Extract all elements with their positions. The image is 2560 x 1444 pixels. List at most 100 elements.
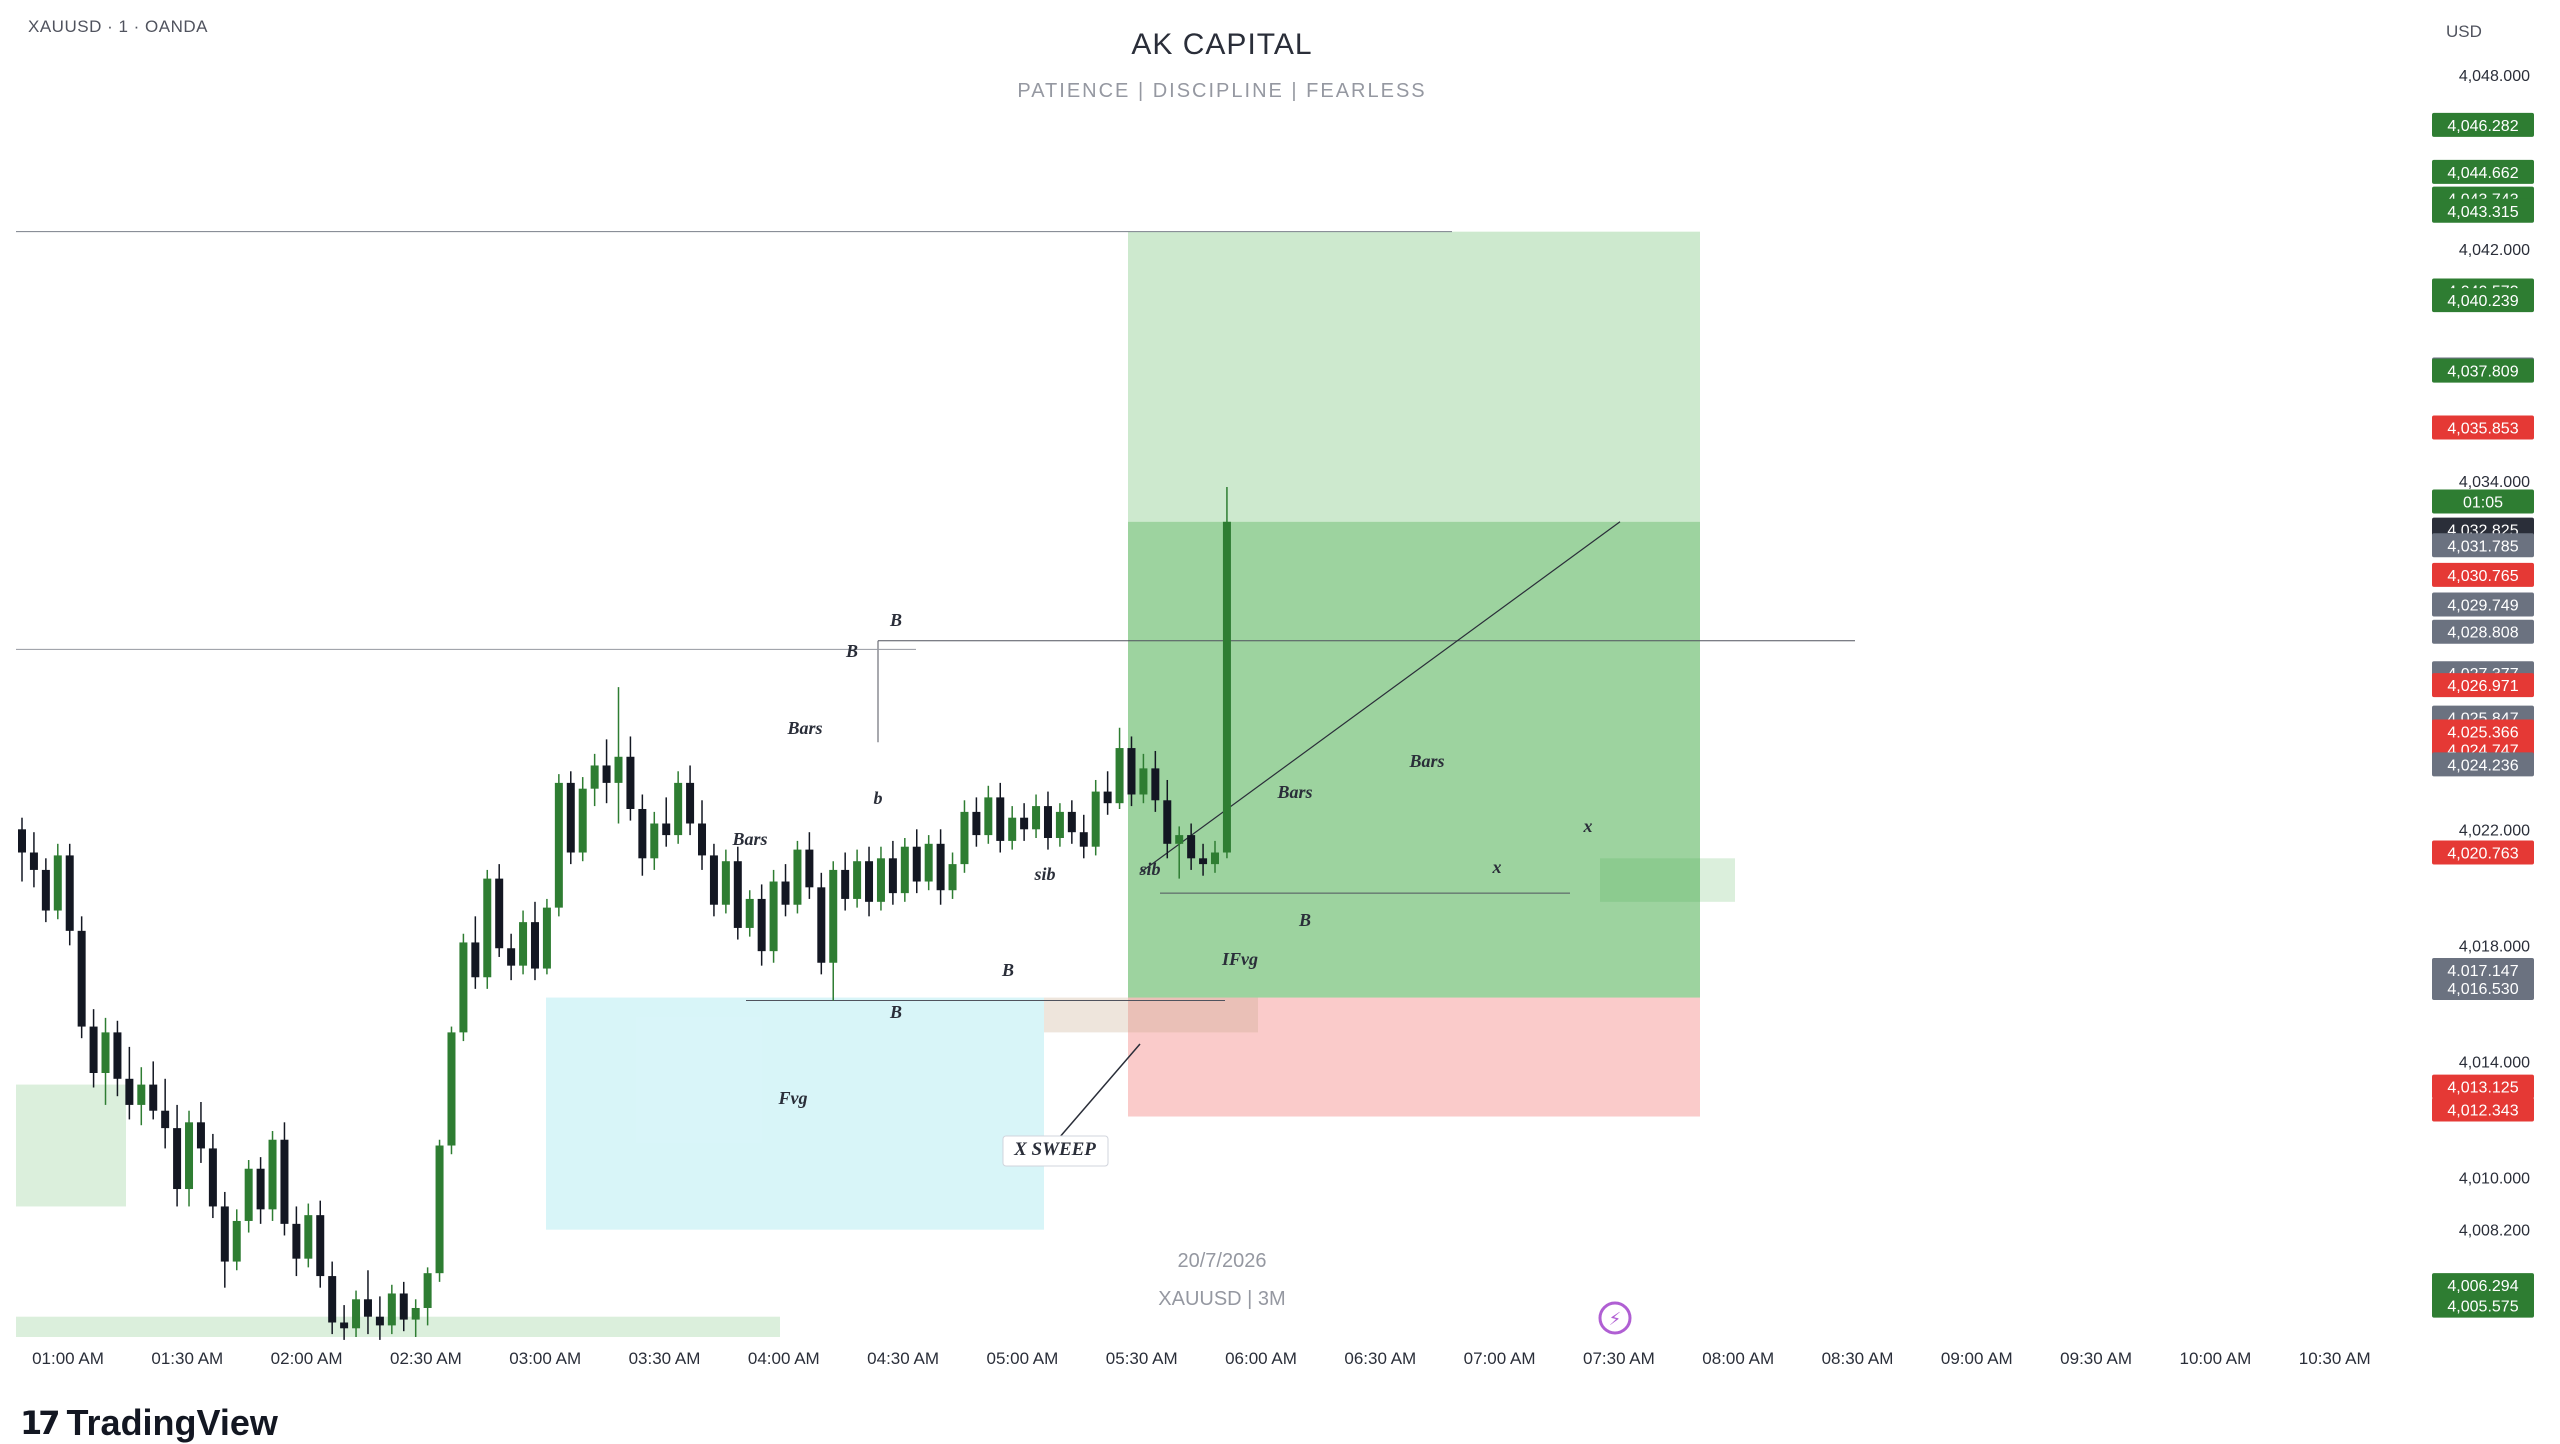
candle-body bbox=[912, 846, 921, 882]
candles-layer bbox=[18, 486, 1231, 1340]
candle-body bbox=[900, 846, 909, 894]
candle-body bbox=[149, 1084, 158, 1111]
candle-body bbox=[1043, 806, 1052, 839]
candle-body bbox=[996, 797, 1005, 841]
candle-body bbox=[769, 881, 778, 952]
candle-body bbox=[674, 782, 683, 836]
price-label-text: 4,028.808 bbox=[2447, 625, 2518, 642]
candle-body bbox=[1020, 817, 1029, 830]
y-tick-label: 4,048.000 bbox=[2459, 68, 2530, 85]
price-label-bg bbox=[2432, 562, 2534, 587]
candle-body bbox=[232, 1220, 241, 1262]
candle-body bbox=[1055, 811, 1064, 839]
chart-title: AK CAPITAL bbox=[1131, 28, 1313, 61]
candle-body bbox=[817, 887, 826, 963]
y-tick-label: 4,010.000 bbox=[2459, 1170, 2530, 1187]
price-label: 4,030.765 bbox=[2432, 562, 2534, 587]
price-label-text: 4,043.315 bbox=[2447, 204, 2518, 221]
x-tick-label: 10:00 AM bbox=[2179, 1349, 2251, 1368]
price-label: 4,035.853 bbox=[2432, 415, 2534, 440]
candle-body bbox=[1079, 832, 1088, 847]
x-tick-label: 08:00 AM bbox=[1702, 1349, 1774, 1368]
candle-body bbox=[1199, 858, 1208, 865]
candle-body bbox=[554, 782, 563, 908]
b-label: B bbox=[1001, 960, 1014, 980]
candle-body bbox=[435, 1145, 444, 1274]
x-tick-label: 05:00 AM bbox=[986, 1349, 1058, 1368]
candle-body bbox=[757, 898, 766, 952]
candle-body bbox=[1115, 748, 1124, 804]
price-label: 4,024.236 bbox=[2432, 752, 2534, 777]
candle-body bbox=[1175, 835, 1184, 844]
price-label-bg bbox=[2432, 1097, 2534, 1122]
candle-body bbox=[161, 1110, 170, 1129]
candle-body bbox=[530, 922, 539, 969]
stop-loss-zone bbox=[1128, 997, 1700, 1117]
candle-body bbox=[733, 861, 742, 928]
candle-body bbox=[638, 808, 647, 859]
candle-body bbox=[65, 855, 74, 931]
candle-body bbox=[1032, 806, 1041, 830]
candle-body bbox=[721, 861, 730, 905]
fvg-label: Fvg bbox=[778, 1088, 808, 1108]
y-tick-label: 4,034.000 bbox=[2459, 474, 2530, 491]
price-label: 4,044.662 bbox=[2432, 159, 2534, 184]
tradingview-logo-text: TradingView bbox=[66, 1402, 278, 1443]
candle-body bbox=[745, 898, 754, 928]
y-tick-label: 4,014.000 bbox=[2459, 1054, 2530, 1071]
currency-label[interactable]: USD bbox=[2446, 22, 2482, 41]
tradingview-logo-icon: 17 bbox=[20, 1404, 60, 1442]
candle-body bbox=[137, 1084, 146, 1105]
price-label-text: 4,035.853 bbox=[2447, 420, 2518, 437]
b-label: B bbox=[1298, 910, 1311, 930]
sweep-label-box bbox=[1002, 1135, 1109, 1167]
candle-body bbox=[125, 1078, 134, 1105]
price-label-bg bbox=[2432, 533, 2534, 558]
candle-body bbox=[483, 878, 492, 978]
price-label: 01:05 bbox=[2432, 489, 2534, 514]
candle-body bbox=[101, 1032, 110, 1073]
price-label: 4,031.785 bbox=[2432, 533, 2534, 558]
price-label: 4,026.971 bbox=[2432, 673, 2534, 698]
candle-body bbox=[173, 1128, 182, 1190]
candle-body bbox=[793, 849, 802, 905]
candle-body bbox=[1222, 521, 1231, 853]
price-label-bg bbox=[2432, 288, 2534, 313]
price-label-bg bbox=[2432, 198, 2534, 223]
x-tick-label: 03:00 AM bbox=[509, 1349, 581, 1368]
candle-body bbox=[1211, 852, 1219, 865]
candle-body bbox=[1127, 748, 1136, 795]
candle-body bbox=[1091, 791, 1100, 847]
bars-label: Bars bbox=[731, 829, 767, 849]
replay-icon-glyph: ⚡ bbox=[1609, 1309, 1622, 1330]
price-label-bg bbox=[2432, 840, 2534, 865]
y-axis: 4,048.000 4,042.000 4,034.000 4,022.000 4,01… bbox=[2459, 68, 2530, 1240]
candle-body bbox=[1163, 800, 1172, 844]
y-tick-label: 4,018.000 bbox=[2459, 938, 2530, 955]
candle-body bbox=[1139, 768, 1148, 795]
candle-body bbox=[328, 1276, 337, 1323]
y-tick-label: 4,022.000 bbox=[2459, 822, 2530, 839]
price-label-text: 4,016.530 bbox=[2447, 981, 2518, 998]
candle-body bbox=[1187, 835, 1196, 859]
candle-body bbox=[459, 942, 468, 1033]
candle-body bbox=[650, 823, 659, 859]
candle-body bbox=[936, 843, 945, 891]
candle-body bbox=[280, 1139, 289, 1224]
x-tick-label: 06:30 AM bbox=[1344, 1349, 1416, 1368]
candle-body bbox=[662, 823, 671, 836]
price-label: 4,040.239 bbox=[2432, 288, 2534, 313]
candle-body bbox=[686, 782, 695, 824]
x-label: x bbox=[1583, 816, 1593, 836]
candle-body bbox=[888, 858, 897, 894]
price-label-bg bbox=[2432, 752, 2534, 777]
tradingview-logo[interactable]: 17 TradingView bbox=[20, 1402, 278, 1444]
price-label: 4,043.315 bbox=[2432, 198, 2534, 223]
candle-body bbox=[626, 756, 635, 809]
sib-label: sib bbox=[1033, 864, 1055, 884]
price-label: 4,046.282 bbox=[2432, 112, 2534, 137]
x-tick-label: 04:00 AM bbox=[748, 1349, 820, 1368]
x-tick-label: 02:30 AM bbox=[390, 1349, 462, 1368]
candle-body bbox=[865, 861, 874, 902]
